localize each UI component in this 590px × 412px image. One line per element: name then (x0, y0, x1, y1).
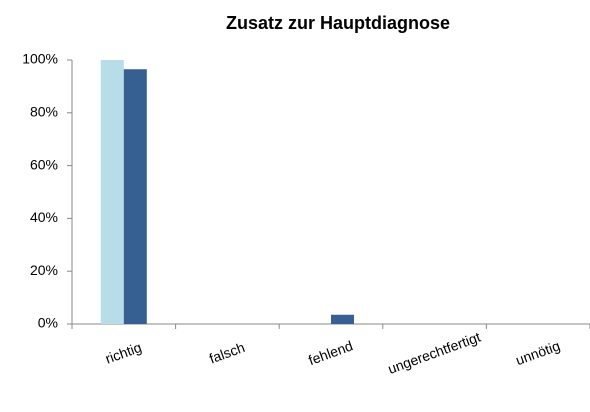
y-tick-label: 20% (30, 262, 58, 278)
x-tick-label: unnötig (513, 337, 562, 368)
bar (100, 60, 124, 324)
x-tick-label: falsch (207, 339, 247, 367)
bar (123, 69, 147, 325)
chart-title: Zusatz zur Hauptdiagnose (226, 13, 450, 33)
y-tick-label: 0% (38, 315, 58, 331)
y-tick-label: 40% (30, 209, 58, 225)
x-tick-label: ungerechtfertigt (386, 329, 483, 377)
x-tick-label: richtig (103, 339, 144, 367)
y-tick-label: 100% (22, 51, 58, 67)
x-tick-label: fehlend (306, 337, 355, 368)
y-tick-label: 60% (30, 156, 58, 172)
bar (331, 314, 354, 324)
y-tick-label: 80% (30, 104, 58, 120)
